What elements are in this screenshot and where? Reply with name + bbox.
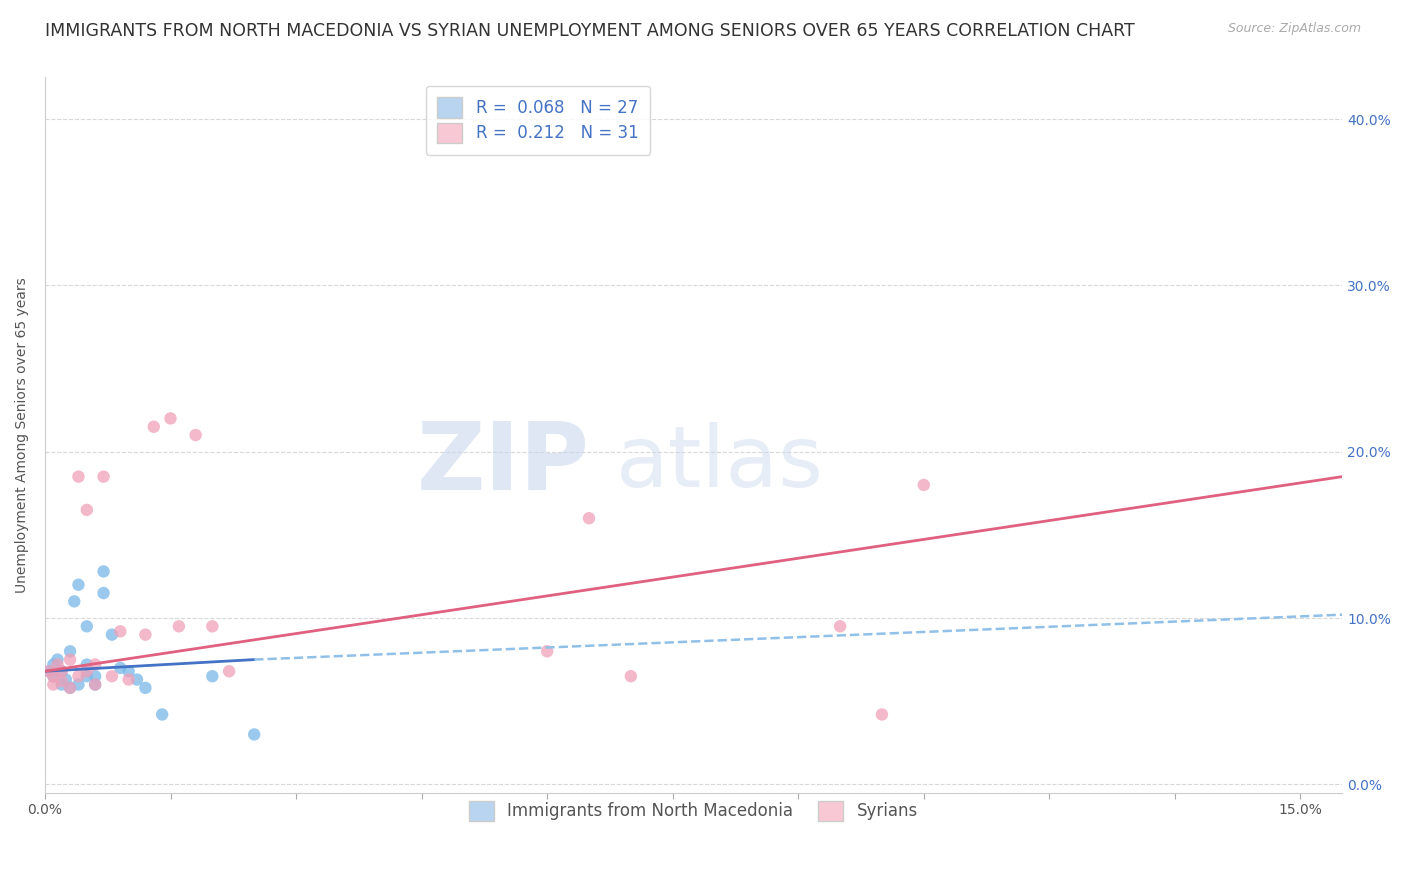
Point (84, 677, 107, 691)
Point (59, 652, 82, 666)
Point (184, 428, 207, 442)
Point (46, 657, 69, 672)
Point (38, 665, 60, 679)
Point (142, 419, 165, 434)
Point (51, 665, 73, 679)
Point (620, 669, 643, 683)
Point (42, 669, 65, 683)
Point (59, 681, 82, 695)
Point (59, 644, 82, 658)
Point (134, 627, 156, 641)
Point (93, 469, 115, 483)
Point (51, 665, 73, 679)
Point (167, 619, 190, 633)
Point (51, 677, 73, 691)
Point (84, 669, 107, 683)
Point (125, 673, 148, 687)
Point (51, 674, 73, 689)
Point (134, 681, 156, 695)
Point (159, 411, 181, 425)
Point (150, 707, 173, 722)
Point (38, 665, 60, 679)
Point (201, 669, 224, 683)
Point (110, 661, 132, 675)
Point (76, 665, 98, 679)
Point (76, 669, 98, 683)
Point (118, 665, 141, 679)
Point (870, 707, 893, 722)
Y-axis label: Unemployment Among Seniors over 65 years: Unemployment Among Seniors over 65 years (15, 277, 30, 593)
Point (46, 652, 69, 666)
Point (201, 619, 224, 633)
Point (93, 586, 115, 600)
Point (101, 669, 124, 683)
Point (84, 657, 107, 672)
Point (110, 624, 132, 639)
Point (59, 681, 82, 695)
Point (67, 578, 90, 592)
Point (67, 469, 90, 483)
Point (218, 665, 240, 679)
Point (42, 669, 65, 683)
Point (536, 644, 558, 658)
Point (93, 565, 115, 579)
Point (243, 727, 266, 741)
Point (830, 619, 852, 633)
Text: atlas: atlas (616, 422, 824, 505)
Point (67, 677, 90, 691)
Point (578, 511, 600, 525)
Point (118, 673, 141, 687)
Point (55, 673, 77, 687)
Point (63, 594, 86, 608)
Text: Source: ZipAtlas.com: Source: ZipAtlas.com (1227, 22, 1361, 36)
Point (42, 657, 65, 672)
Point (912, 478, 935, 492)
Point (76, 657, 98, 672)
Point (67, 669, 90, 683)
Text: IMMIGRANTS FROM NORTH MACEDONIA VS SYRIAN UNEMPLOYMENT AMONG SENIORS OVER 65 YEA: IMMIGRANTS FROM NORTH MACEDONIA VS SYRIA… (45, 22, 1135, 40)
Point (84, 677, 107, 691)
Point (101, 627, 124, 641)
Point (76, 503, 98, 517)
Text: ZIP: ZIP (418, 417, 591, 509)
Point (42, 677, 65, 691)
Legend: Immigrants from North Macedonia, Syrians: Immigrants from North Macedonia, Syrians (456, 788, 931, 834)
Point (76, 619, 98, 633)
